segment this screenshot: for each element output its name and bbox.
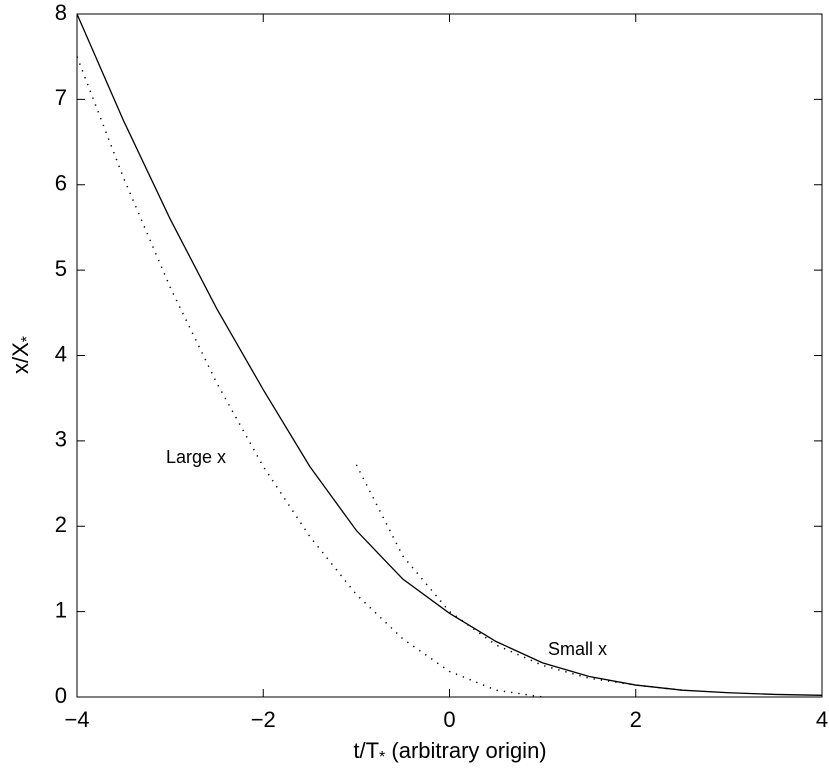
y-tick-label: 2 [55,512,67,537]
y-label-sub: * [19,336,36,342]
y-tick-label: 7 [55,85,67,110]
series-line [355,464,683,691]
x-label-sub: * [379,749,385,766]
x-tick-label: 0 [443,707,455,732]
x-tick-label: 4 [816,707,828,732]
series-line [76,56,543,698]
annotation: Large x [166,447,226,467]
y-tick-label: 8 [55,0,67,25]
y-tick-label: 1 [55,597,67,622]
y-tick-label: 6 [55,171,67,196]
x-label-main: t/T [353,738,379,763]
x-axis-label: t/T* (arbitrary origin) [353,738,546,766]
y-axis-label: x/X* [8,336,36,374]
x-tick-label: −2 [251,707,276,732]
x-label-rest: (arbitrary origin) [385,738,546,763]
plot-frame [76,13,823,698]
y-tick-label: 5 [55,256,67,281]
series-line [76,13,823,696]
y-tick-label: 3 [55,427,67,452]
x-tick-label: −4 [64,707,89,732]
annotation: Small x [548,639,607,659]
y-tick-label: 4 [55,341,67,366]
x-tick-label: 2 [630,707,642,732]
y-label-main: x/X [8,342,33,374]
y-tick-label: 0 [55,683,67,708]
